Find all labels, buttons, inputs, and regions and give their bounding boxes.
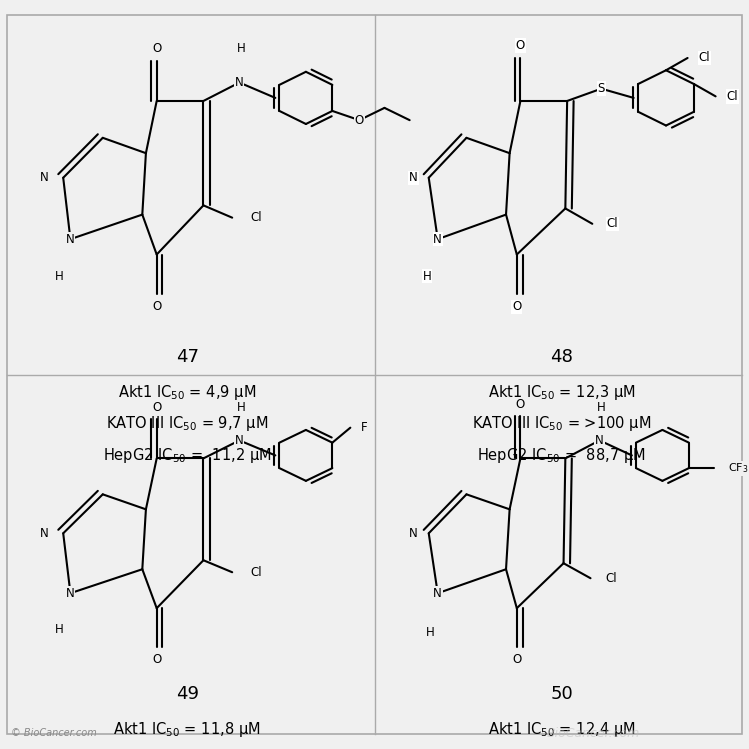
Text: O: O <box>153 300 162 313</box>
Text: 50: 50 <box>551 685 573 703</box>
Text: N: N <box>40 172 49 184</box>
Text: O: O <box>516 39 525 52</box>
Text: Cl: Cl <box>250 211 262 224</box>
Text: BioCancer.com: BioCancer.com <box>547 727 640 740</box>
Text: O: O <box>152 652 161 666</box>
Text: Cl: Cl <box>607 217 619 230</box>
Text: O: O <box>512 652 521 666</box>
Text: Akt1 IC$_{\mathregular{50}}$ = 11,8 μM: Akt1 IC$_{\mathregular{50}}$ = 11,8 μM <box>114 720 261 739</box>
Text: H: H <box>597 401 606 414</box>
Text: Akt1 IC$_{\mathregular{50}}$ = 12,4 μM: Akt1 IC$_{\mathregular{50}}$ = 12,4 μM <box>488 720 635 739</box>
Text: N: N <box>409 172 418 184</box>
Text: O: O <box>355 114 364 127</box>
Text: O: O <box>512 300 521 313</box>
Text: HepG2 IC$_{\mathregular{50}}$ =  11,2 μM: HepG2 IC$_{\mathregular{50}}$ = 11,2 μM <box>103 446 272 464</box>
Text: H: H <box>55 622 64 636</box>
Text: H: H <box>237 401 246 414</box>
Text: N: N <box>66 586 75 600</box>
Text: 48: 48 <box>551 348 573 366</box>
Text: N: N <box>40 527 49 540</box>
Text: N: N <box>434 233 442 246</box>
Text: Cl: Cl <box>727 90 738 103</box>
Text: H: H <box>55 270 64 282</box>
Text: N: N <box>434 586 442 600</box>
Text: Akt1 IC$_{\mathregular{50}}$ = 12,3 μM: Akt1 IC$_{\mathregular{50}}$ = 12,3 μM <box>488 383 635 401</box>
Text: O: O <box>152 401 161 414</box>
Text: HepG2 IC$_{\mathregular{50}}$ =  88,7 μM: HepG2 IC$_{\mathregular{50}}$ = 88,7 μM <box>477 446 646 464</box>
Text: KATO III IC$_{\mathregular{50}}$ = 9,7 μM: KATO III IC$_{\mathregular{50}}$ = 9,7 μ… <box>106 414 268 433</box>
Text: N: N <box>595 434 604 447</box>
Text: S: S <box>598 82 605 95</box>
Text: Cl: Cl <box>250 565 262 579</box>
Text: KATO III IC$_{\mathregular{50}}$ = >100 μM: KATO III IC$_{\mathregular{50}}$ = >100 … <box>472 414 652 433</box>
Text: N: N <box>235 434 243 447</box>
Text: Akt1 IC$_{\mathregular{50}}$ = 4,9 μM: Akt1 IC$_{\mathregular{50}}$ = 4,9 μM <box>118 383 256 401</box>
Text: N: N <box>235 76 243 89</box>
Text: H: H <box>426 625 435 639</box>
Text: Cl: Cl <box>698 52 710 64</box>
Text: © BioCancer.com: © BioCancer.com <box>11 728 97 738</box>
Text: O: O <box>516 398 525 411</box>
Text: H: H <box>237 42 246 55</box>
Text: CF$_3$: CF$_3$ <box>729 461 749 475</box>
Text: H: H <box>422 270 431 282</box>
Text: O: O <box>153 42 162 55</box>
Text: N: N <box>409 527 418 540</box>
Text: 49: 49 <box>176 685 198 703</box>
Text: N: N <box>66 233 75 246</box>
Text: Cl: Cl <box>605 571 616 585</box>
Text: 47: 47 <box>176 348 198 366</box>
Text: F: F <box>361 421 368 434</box>
